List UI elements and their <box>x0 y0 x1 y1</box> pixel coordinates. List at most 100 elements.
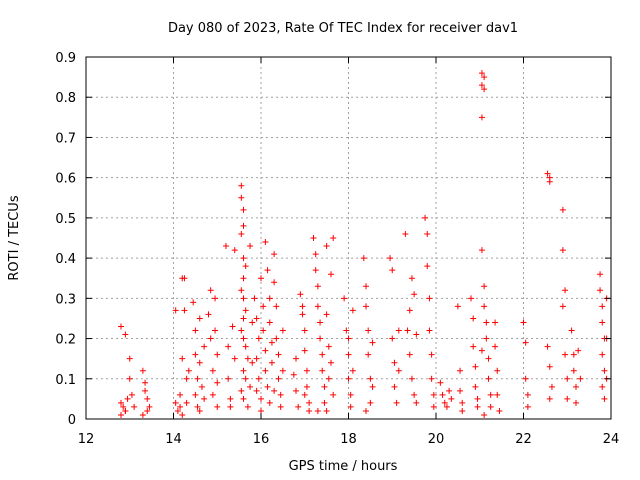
data-point <box>314 283 321 290</box>
data-point <box>244 403 251 410</box>
data-point <box>262 347 269 354</box>
data-point <box>570 367 577 374</box>
data-point <box>599 303 606 310</box>
data-point <box>424 263 431 270</box>
data-point <box>255 375 262 382</box>
data-point <box>597 271 604 278</box>
data-point <box>310 235 317 241</box>
data-point <box>369 383 376 390</box>
data-point <box>126 355 133 362</box>
data-point <box>546 395 553 402</box>
data-point <box>238 182 245 189</box>
data-point <box>268 359 275 366</box>
data-point <box>205 311 212 318</box>
data-points <box>118 70 610 418</box>
data-point <box>428 351 435 358</box>
data-point <box>457 367 464 374</box>
data-point <box>428 375 435 382</box>
data-point <box>118 323 124 330</box>
data-point <box>367 399 374 406</box>
data-point <box>314 407 321 414</box>
data-point <box>470 315 477 322</box>
data-point <box>295 403 302 410</box>
data-point <box>441 399 448 406</box>
data-point <box>411 291 418 298</box>
data-point <box>330 391 337 398</box>
data-point <box>562 351 569 358</box>
data-point <box>367 375 374 382</box>
data-point <box>448 395 455 402</box>
data-point <box>214 379 221 386</box>
y-tick-label: 0.4 <box>55 252 76 267</box>
data-point <box>242 343 249 350</box>
data-point <box>301 347 308 354</box>
data-point <box>212 327 219 334</box>
data-point <box>194 403 201 410</box>
data-point <box>179 411 186 418</box>
data-point <box>481 283 488 290</box>
axis-ticks: 12 14 16 18 20 22 24 0 0.1 0.2 0.3 0.4 0.5 0.6 0.7 0.8 0… <box>55 51 619 447</box>
data-point <box>139 411 146 418</box>
data-point <box>492 319 499 326</box>
data-point <box>406 351 413 358</box>
data-point <box>192 327 199 334</box>
data-point <box>293 355 299 362</box>
data-point <box>492 343 499 350</box>
data-point <box>303 367 310 374</box>
data-point <box>577 375 584 382</box>
y-tick-label: 0.7 <box>55 131 76 146</box>
data-point <box>196 407 203 414</box>
data-point <box>207 335 214 342</box>
data-point <box>290 371 297 378</box>
data-point <box>255 335 262 342</box>
data-point <box>301 391 308 398</box>
data-point <box>183 375 190 382</box>
data-point <box>522 339 529 346</box>
data-point <box>172 307 179 314</box>
data-point <box>201 395 208 402</box>
data-point <box>249 359 256 366</box>
data-point <box>474 403 481 410</box>
data-point <box>185 367 192 374</box>
data-point <box>209 367 216 374</box>
data-point <box>546 178 553 185</box>
data-point <box>524 391 531 398</box>
data-point <box>599 351 606 358</box>
data-point <box>481 411 488 418</box>
data-point <box>227 395 234 402</box>
data-point <box>146 403 153 410</box>
data-point <box>411 391 418 398</box>
data-point <box>575 347 582 354</box>
data-point <box>240 367 247 374</box>
data-point <box>264 383 271 390</box>
data-point <box>559 206 566 213</box>
data-point <box>260 327 267 334</box>
data-point <box>365 351 372 358</box>
data-point <box>238 327 245 334</box>
data-point <box>190 299 197 306</box>
data-point <box>439 391 446 398</box>
data-point <box>293 387 299 394</box>
data-point <box>330 235 337 241</box>
data-point <box>319 351 326 358</box>
data-point <box>389 267 396 274</box>
data-point <box>225 375 232 382</box>
data-point <box>470 343 477 350</box>
data-point <box>253 355 260 362</box>
data-point <box>118 399 124 406</box>
data-point <box>426 327 433 334</box>
data-point <box>457 387 464 394</box>
data-point <box>266 319 273 326</box>
data-point <box>262 239 269 246</box>
data-point <box>238 287 245 294</box>
data-point <box>568 327 575 334</box>
data-point <box>404 327 411 334</box>
data-point <box>446 387 453 394</box>
data-point <box>573 399 579 406</box>
data-point <box>253 315 260 322</box>
data-point <box>144 407 151 414</box>
data-point <box>177 403 184 410</box>
data-point <box>207 287 214 294</box>
data-point <box>242 263 249 270</box>
data-point <box>559 247 566 254</box>
